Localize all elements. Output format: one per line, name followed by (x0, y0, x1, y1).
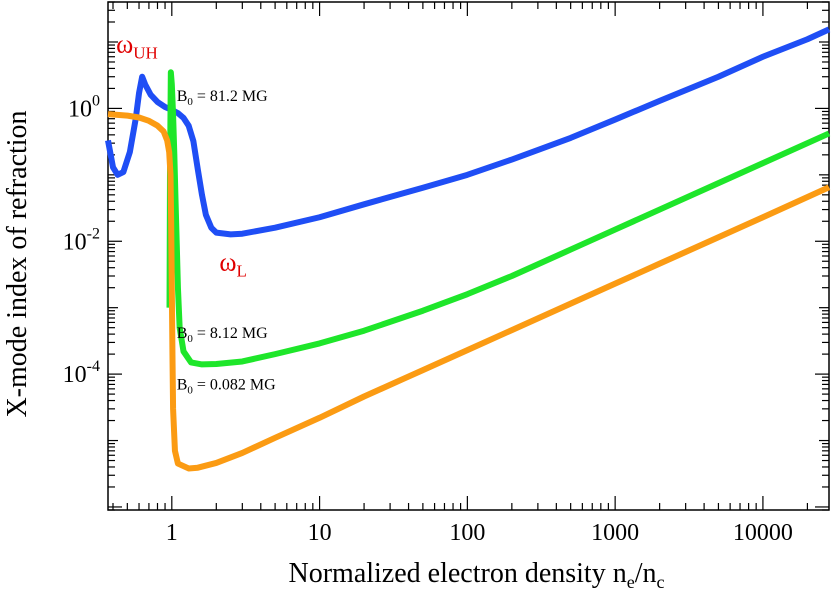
series-lines (105, 26, 831, 472)
annotation-subscript: UH (133, 43, 158, 62)
annotation-symbol: B (177, 325, 188, 342)
annotation-value: = 81.2 MG (193, 88, 268, 105)
y-axis-label: X-mode index of refraction (2, 110, 33, 417)
annotation-value: = 8.12 MG (193, 325, 268, 342)
x-axis-label-main: Normalized electron density n (289, 558, 627, 589)
x-tick-label: 1 (166, 520, 178, 546)
annotation-subscript: L (237, 262, 247, 281)
y-tick-label-base: 10 (63, 229, 87, 255)
x-axis-label-sub2: c (657, 572, 665, 592)
field-strength-label: B0 = 0.082 MG (177, 376, 276, 396)
annotation-symbol: B (177, 88, 188, 105)
y-tick-label: 10-2 (63, 225, 100, 255)
y-tick-label-exp: 0 (92, 92, 100, 109)
y-tick-label-exp: -2 (87, 225, 100, 242)
x-tick-label: 1000 (591, 520, 639, 546)
annotation-subscript: 0 (187, 384, 193, 396)
y-tick-label: 100 (68, 92, 100, 122)
x-tick-label: 10000 (733, 520, 793, 546)
field-strength-label: B0 = 81.2 MG (177, 88, 268, 108)
x-axis-label-mid: /n (635, 558, 657, 589)
series-line-0 (105, 26, 831, 238)
x-tick-label: 10 (308, 520, 332, 546)
annotation-subscript: 0 (187, 333, 193, 345)
field-strength-label: B0 = 8.12 MG (177, 325, 268, 345)
annotation-subscript: 0 (187, 96, 193, 108)
frequency-label: ωUH (116, 29, 158, 62)
series-line-2 (107, 111, 831, 472)
annotation-symbol: B (177, 376, 188, 393)
x-axis-label-sub1: e (627, 572, 635, 592)
annotation-symbol: ω (116, 29, 133, 58)
y-tick-label-base: 10 (63, 362, 87, 388)
annotation-symbol: ω (219, 248, 236, 277)
annotation-value: = 0.082 MG (193, 376, 276, 393)
frequency-label: ωL (219, 248, 247, 281)
x-axis-label: Normalized electron density ne/nc (289, 558, 665, 592)
y-tick-label-exp: -4 (87, 358, 100, 375)
y-tick-label: 10-4 (63, 358, 100, 388)
series-line-1 (166, 69, 831, 368)
x-tick-label: 100 (449, 520, 485, 546)
y-tick-label-base: 10 (68, 96, 92, 122)
